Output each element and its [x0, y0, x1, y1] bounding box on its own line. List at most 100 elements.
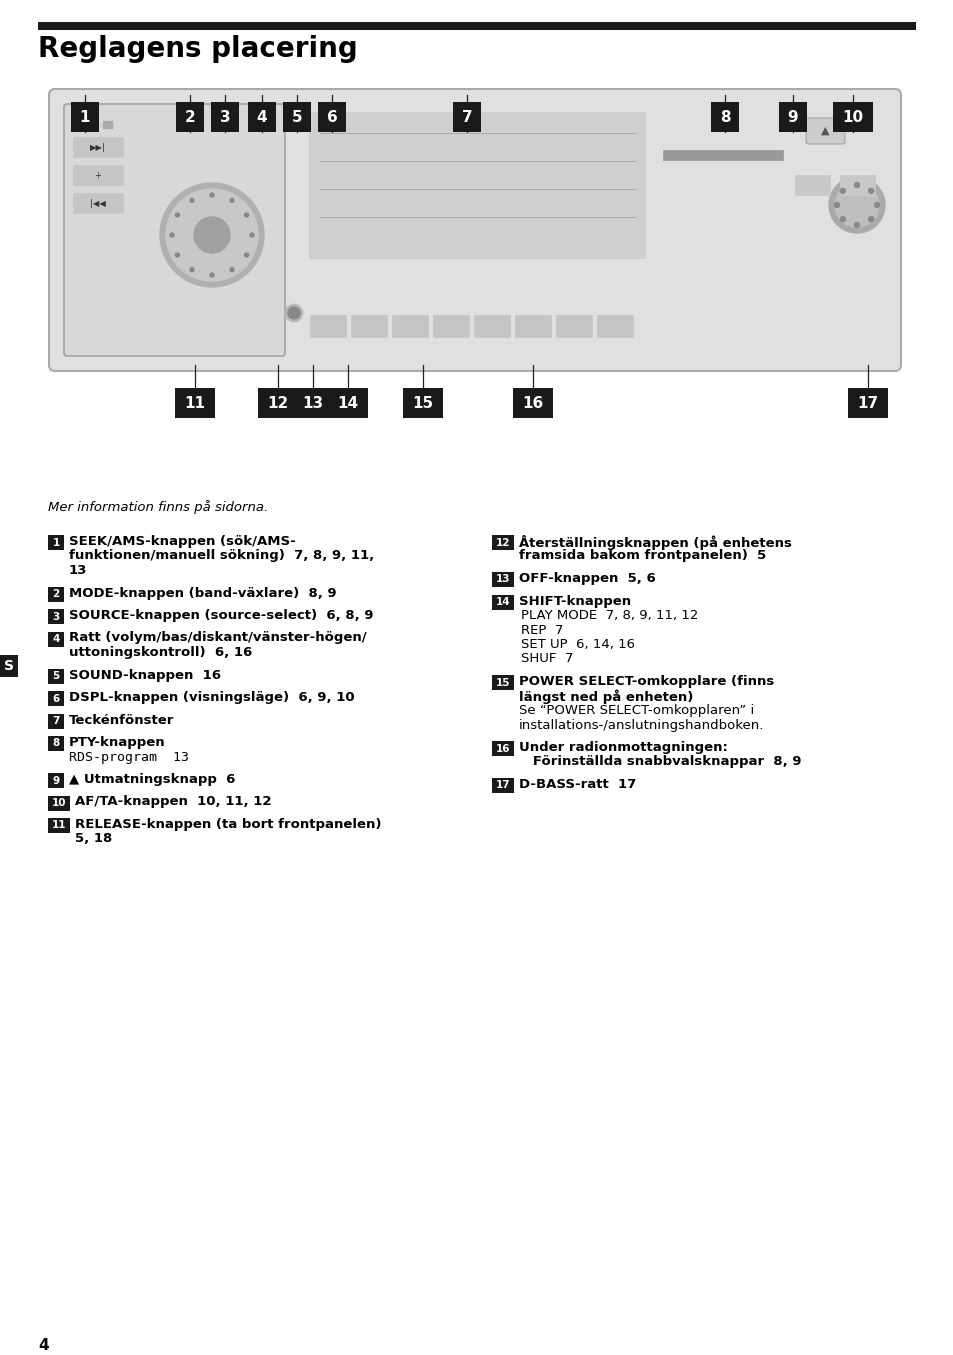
- Text: OFF-knappen  5, 6: OFF-knappen 5, 6: [518, 572, 655, 585]
- Text: PTY-knappen: PTY-knappen: [69, 736, 166, 749]
- Bar: [662, 150, 782, 160]
- Bar: [492, 535, 514, 550]
- Bar: [351, 314, 387, 337]
- Text: POWER SELECT-omkopplare (finns: POWER SELECT-omkopplare (finns: [518, 675, 774, 688]
- Circle shape: [868, 188, 873, 194]
- Text: 2: 2: [185, 110, 195, 125]
- Text: längst ned på enheten): längst ned på enheten): [518, 690, 693, 705]
- Bar: [211, 102, 239, 131]
- Bar: [48, 772, 64, 789]
- Text: Teckénfönster: Teckénfönster: [69, 714, 174, 726]
- Bar: [492, 741, 514, 756]
- Text: 16: 16: [522, 396, 543, 411]
- Text: REP  7: REP 7: [520, 623, 563, 637]
- Bar: [840, 175, 874, 195]
- Bar: [174, 388, 214, 417]
- Circle shape: [250, 233, 253, 237]
- Text: Förinställda snabbvalsknappar  8, 9: Förinställda snabbvalsknappar 8, 9: [518, 756, 801, 768]
- Text: MODE-knappen (band-växlare)  8, 9: MODE-knappen (band-växlare) 8, 9: [69, 587, 336, 599]
- Bar: [48, 587, 64, 602]
- Bar: [48, 631, 64, 646]
- Bar: [453, 102, 480, 131]
- Text: SOURCE-knappen (source-select)  6, 8, 9: SOURCE-knappen (source-select) 6, 8, 9: [69, 608, 374, 622]
- Text: SOUND-knappen  16: SOUND-knappen 16: [69, 668, 221, 682]
- Circle shape: [285, 304, 303, 322]
- Circle shape: [244, 213, 249, 217]
- Text: ▲ Utmatningsknapp  6: ▲ Utmatningsknapp 6: [69, 772, 235, 786]
- Text: S: S: [4, 659, 14, 673]
- Bar: [317, 102, 346, 131]
- Circle shape: [840, 188, 844, 194]
- Circle shape: [175, 253, 179, 257]
- Bar: [48, 795, 70, 810]
- Circle shape: [210, 192, 213, 196]
- Text: 2: 2: [52, 589, 59, 599]
- Text: 13: 13: [496, 575, 510, 584]
- Text: SET UP  6, 14, 16: SET UP 6, 14, 16: [520, 638, 635, 650]
- Text: 1: 1: [80, 110, 91, 125]
- Text: AF/TA-knappen  10, 11, 12: AF/TA-knappen 10, 11, 12: [75, 795, 272, 809]
- Circle shape: [190, 198, 193, 202]
- Circle shape: [874, 202, 879, 207]
- Bar: [283, 102, 311, 131]
- Text: 4: 4: [38, 1337, 49, 1354]
- Text: 8: 8: [719, 110, 730, 125]
- Circle shape: [230, 268, 233, 271]
- Text: PLAY MODE  7, 8, 9, 11, 12: PLAY MODE 7, 8, 9, 11, 12: [520, 608, 698, 622]
- Bar: [556, 314, 592, 337]
- Text: 13: 13: [302, 396, 323, 411]
- Text: 12: 12: [496, 538, 510, 547]
- Circle shape: [190, 268, 193, 271]
- Text: 12: 12: [267, 396, 289, 411]
- Bar: [89, 121, 99, 129]
- Text: 6: 6: [326, 110, 337, 125]
- Text: 3: 3: [219, 110, 230, 125]
- Text: 4: 4: [256, 110, 267, 125]
- Bar: [310, 112, 644, 257]
- Text: 15: 15: [496, 678, 510, 687]
- Text: Återställningsknappen (på enhetens: Återställningsknappen (på enhetens: [518, 535, 791, 550]
- Text: Reglagens placering: Reglagens placering: [38, 35, 357, 62]
- Text: ▶▶|: ▶▶|: [90, 142, 106, 152]
- Bar: [710, 102, 739, 131]
- Bar: [492, 595, 514, 610]
- Bar: [779, 102, 806, 131]
- Bar: [597, 314, 633, 337]
- Circle shape: [175, 213, 179, 217]
- Text: 10: 10: [51, 798, 66, 808]
- Text: 11: 11: [51, 821, 66, 831]
- Text: 5: 5: [292, 110, 302, 125]
- Bar: [433, 314, 469, 337]
- Circle shape: [828, 178, 884, 233]
- Text: 10: 10: [841, 110, 862, 125]
- Text: RELEASE-knappen (ta bort frontpanelen): RELEASE-knappen (ta bort frontpanelen): [75, 818, 381, 831]
- Bar: [492, 675, 514, 690]
- Text: 3: 3: [52, 611, 59, 622]
- Text: +: +: [94, 171, 101, 179]
- Text: D-BASS-ratt  17: D-BASS-ratt 17: [518, 778, 636, 791]
- Circle shape: [210, 272, 213, 276]
- Circle shape: [834, 202, 839, 207]
- Text: 17: 17: [857, 396, 878, 411]
- Bar: [293, 388, 333, 417]
- Bar: [175, 102, 204, 131]
- Text: 4: 4: [52, 634, 60, 644]
- Circle shape: [834, 183, 878, 228]
- Text: 13: 13: [69, 564, 88, 577]
- Text: funktionen/manuell sökning)  7, 8, 9, 11,: funktionen/manuell sökning) 7, 8, 9, 11,: [69, 550, 374, 562]
- Bar: [48, 608, 64, 625]
- Circle shape: [854, 183, 859, 187]
- Bar: [48, 535, 64, 550]
- Bar: [0, 654, 18, 678]
- Text: Ratt (volym/bas/diskant/vänster-högen/: Ratt (volym/bas/diskant/vänster-högen/: [69, 631, 366, 645]
- Bar: [48, 714, 64, 729]
- Bar: [248, 102, 275, 131]
- Bar: [402, 388, 442, 417]
- Bar: [474, 314, 510, 337]
- Bar: [73, 192, 123, 213]
- Circle shape: [288, 308, 299, 318]
- Bar: [71, 102, 99, 131]
- Text: 5: 5: [52, 671, 59, 682]
- Text: |◀◀: |◀◀: [90, 198, 106, 207]
- Bar: [48, 668, 64, 683]
